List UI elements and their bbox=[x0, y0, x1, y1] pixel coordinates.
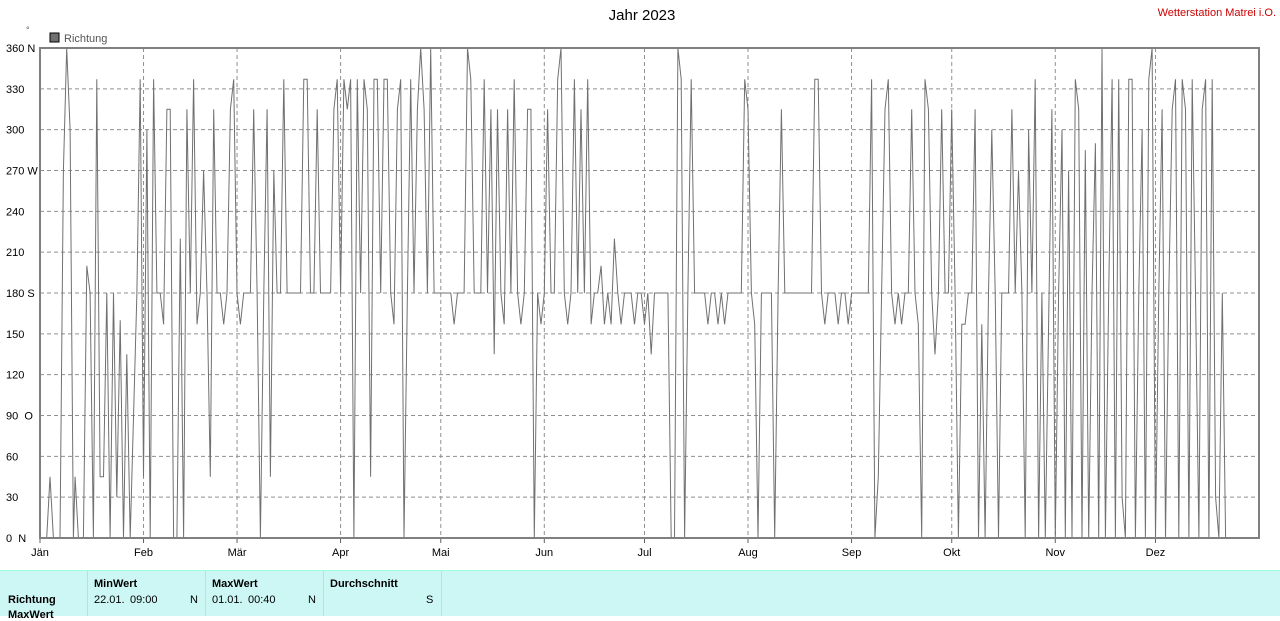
stats-col-avg: Durchschnitt S bbox=[324, 571, 442, 616]
stats-col-header: MaxWert bbox=[212, 578, 258, 590]
stats-dir: S bbox=[426, 594, 434, 606]
stats-row-label: Richtung bbox=[8, 594, 56, 606]
legend-swatch bbox=[49, 32, 60, 43]
stats-row-label: MaxWert bbox=[8, 609, 54, 621]
x-tick-label: Jun bbox=[535, 547, 553, 559]
y-tick-label: 210 bbox=[6, 247, 24, 259]
stats-col-header: MinWert bbox=[94, 578, 138, 590]
stats-time: 09:00 bbox=[130, 594, 158, 606]
y-axis-ticks: 360 N 330 300 270 W 240 210 180 S 150 120 90 O 60 3… bbox=[6, 43, 38, 545]
stats-time: 00:40 bbox=[248, 594, 276, 606]
stats-dir: N bbox=[190, 594, 198, 606]
x-tick-label: Sep bbox=[842, 547, 862, 559]
y-tick-label: 270 W bbox=[6, 166, 38, 178]
y-tick-label: 30 bbox=[6, 492, 18, 504]
x-axis-ticks: Jän Feb Mär Apr Mai Jun Jul Aug Sep Okt Nov Dez bbox=[31, 538, 1165, 559]
station-name: Wetterstation Matrei i.O. bbox=[1158, 7, 1276, 19]
x-tick-label: Jän bbox=[31, 547, 49, 559]
stats-date: 01.01. bbox=[212, 594, 243, 606]
y-tick-label: 330 bbox=[6, 84, 24, 96]
x-tick-label: Dez bbox=[1146, 547, 1166, 559]
y-tick-label: 240 bbox=[6, 206, 24, 218]
x-tick-label: Mai bbox=[432, 547, 450, 559]
legend-label: Richtung bbox=[64, 33, 107, 45]
stats-dir: N bbox=[308, 594, 316, 606]
x-tick-label: Jul bbox=[637, 547, 651, 559]
stats-rowlabel-cell: Richtung MaxWert bbox=[0, 571, 88, 621]
y-tick-label: 360 N bbox=[6, 43, 35, 55]
stats-col-min: MinWert 22.01. 09:00 N bbox=[88, 571, 206, 616]
y-tick-label: 120 bbox=[6, 370, 24, 382]
chart-title: Jahr 2023 bbox=[609, 7, 676, 24]
y-tick-label: 0 N bbox=[6, 533, 26, 545]
x-tick-label: Aug bbox=[738, 547, 758, 559]
corner-mark: ° bbox=[26, 25, 30, 35]
x-tick-label: Nov bbox=[1045, 547, 1065, 559]
series-line-richtung bbox=[46, 47, 1227, 539]
y-tick-label: 60 bbox=[6, 451, 18, 463]
x-tick-label: Feb bbox=[134, 547, 153, 559]
x-tick-label: Mär bbox=[228, 547, 247, 559]
stats-date: 22.01. bbox=[94, 594, 125, 606]
y-tick-label: 90 O bbox=[6, 411, 33, 423]
y-tick-label: 150 bbox=[6, 329, 24, 341]
stats-panel: Richtung MaxWert MinWert 22.01. 09:00 N … bbox=[0, 570, 1280, 621]
stats-col-max: MaxWert 01.01. 00:40 N bbox=[206, 571, 324, 616]
y-tick-label: 180 S bbox=[6, 288, 35, 300]
chart: ° Jahr 2023 Wetterstation Matrei i.O. Ri… bbox=[6, 7, 1276, 559]
grid bbox=[40, 47, 1259, 539]
x-tick-label: Okt bbox=[943, 547, 960, 559]
stats-col-header: Durchschnitt bbox=[330, 578, 398, 590]
plot-frame bbox=[39, 47, 1260, 539]
y-tick-label: 300 bbox=[6, 125, 24, 137]
legend: Richtung bbox=[49, 32, 107, 45]
x-tick-label: Apr bbox=[332, 547, 349, 559]
